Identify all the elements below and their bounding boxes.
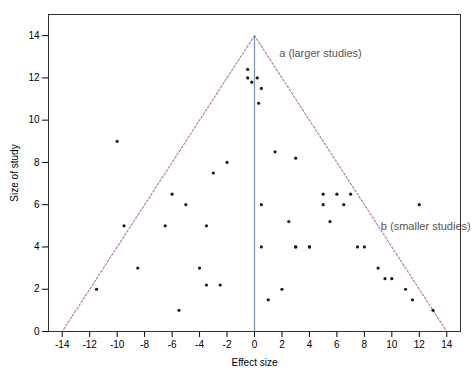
- svg-text:2: 2: [279, 339, 285, 350]
- svg-text:Effect size: Effect size: [232, 357, 278, 368]
- svg-text:4: 4: [307, 339, 313, 350]
- svg-text:-2: -2: [223, 339, 232, 350]
- svg-text:-4: -4: [195, 339, 204, 350]
- svg-text:8: 8: [34, 157, 40, 168]
- svg-text:6: 6: [34, 199, 40, 210]
- svg-text:14: 14: [441, 339, 453, 350]
- svg-text:-8: -8: [140, 339, 149, 350]
- svg-text:2: 2: [34, 283, 40, 294]
- svg-text:-10: -10: [110, 339, 125, 350]
- svg-text:b (smaller studies): b (smaller studies): [381, 220, 471, 232]
- svg-text:0: 0: [252, 339, 258, 350]
- svg-text:10: 10: [28, 114, 40, 125]
- svg-text:0: 0: [34, 326, 40, 337]
- svg-text:14: 14: [28, 30, 40, 41]
- svg-text:-12: -12: [82, 339, 97, 350]
- svg-text:-14: -14: [55, 339, 70, 350]
- svg-text:12: 12: [28, 72, 40, 83]
- svg-text:6: 6: [334, 339, 340, 350]
- svg-text:-6: -6: [168, 339, 177, 350]
- svg-text:8: 8: [362, 339, 368, 350]
- svg-text:Size of study: Size of study: [9, 144, 20, 201]
- svg-text:12: 12: [414, 339, 426, 350]
- svg-text:4: 4: [34, 241, 40, 252]
- svg-text:10: 10: [386, 339, 398, 350]
- svg-text:a (larger studies): a (larger studies): [279, 47, 362, 59]
